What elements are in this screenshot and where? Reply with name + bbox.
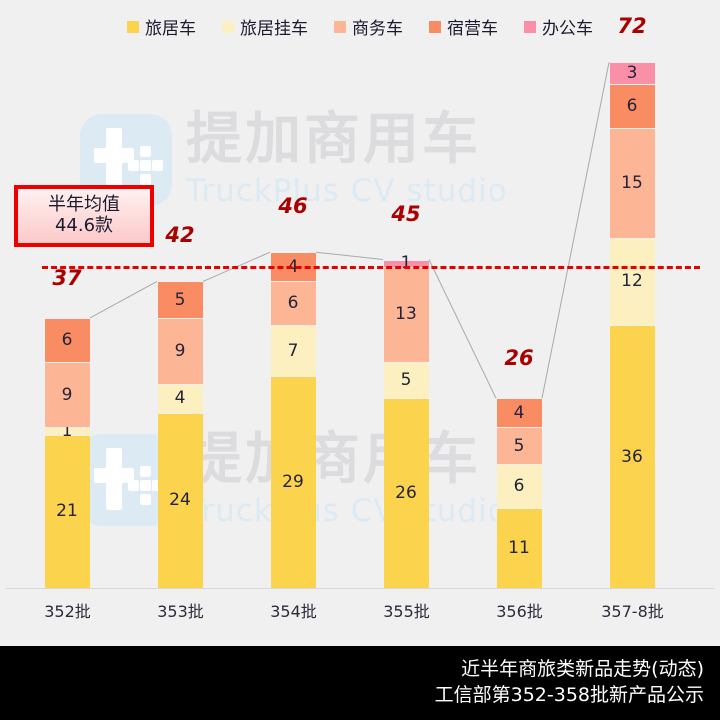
bar-segment[interactable]: 5 [383, 361, 429, 399]
bar-segment-value: 12 [621, 271, 643, 292]
legend-swatch-icon [222, 20, 234, 33]
bar-segment-value: 24 [169, 490, 191, 511]
chart-footer: 近半年商旅类新品走势(动态) 工信部第352-358批新产品公示 [0, 646, 720, 720]
chart-legend: 旅居车 旅居挂车 商务车 宿营车 办公车 [0, 14, 720, 39]
bar-segment-value: 6 [287, 293, 299, 314]
bar-segment[interactable]: 13 [383, 266, 429, 362]
bar-total-label: 45 [391, 201, 421, 226]
bar-segment-value: 21 [56, 501, 78, 522]
legend-item-label: 旅居车 [145, 19, 196, 39]
bar-segment[interactable]: 29 [270, 376, 316, 588]
legend-swatch-icon [524, 20, 536, 33]
bar-segment[interactable]: 6 [609, 84, 655, 129]
bar-segment[interactable]: 7 [270, 325, 316, 377]
bar-total-label: 26 [504, 346, 534, 371]
bar-segment-value: 4 [513, 402, 525, 423]
bar-segment-value: 9 [61, 384, 73, 405]
average-annotation-value: 44.6款 [54, 215, 114, 236]
bar-segment-value: 13 [395, 304, 417, 325]
bar-stack: 29 7 6 4 [270, 252, 316, 588]
legend-item-rv_trailer[interactable]: 旅居挂车 [222, 14, 308, 39]
bar-segment[interactable]: 11 [496, 507, 542, 588]
bar-segment[interactable]: 15 [609, 128, 655, 238]
bar-total-label: 37 [52, 265, 82, 290]
bar-segment-value: 5 [174, 289, 186, 310]
legend-item-label: 办公车 [542, 19, 593, 39]
bar-segment-value: 6 [61, 329, 73, 350]
bar-segment[interactable]: 12 [609, 237, 655, 326]
bar-segment-value: 9 [174, 340, 186, 361]
legend-item-label: 旅居挂车 [240, 19, 308, 39]
bar-segment[interactable]: 6 [44, 317, 90, 362]
bar-total-label: 72 [617, 14, 647, 39]
bar-segment-value: 26 [395, 483, 417, 504]
legend-item-office[interactable]: 办公车 [524, 14, 593, 39]
x-axis-label: 356批 [496, 602, 543, 621]
bar-segment[interactable]: 36 [609, 325, 655, 588]
bar-segment-value: 36 [621, 446, 643, 467]
average-annotation-title: 半年均值 [48, 194, 120, 216]
x-axis-label: 352批 [44, 602, 91, 621]
x-axis-label: 354批 [270, 602, 317, 621]
legend-item-label: 宿营车 [447, 19, 498, 39]
bar-segment-value: 1 [400, 253, 412, 274]
bar-segment-value: 3 [626, 63, 638, 84]
bar-segment[interactable]: 26 [383, 398, 429, 588]
bar-segment-value: 15 [621, 172, 643, 193]
bar-segment[interactable]: 9 [157, 317, 203, 384]
legend-item-rv[interactable]: 旅居车 [127, 14, 196, 39]
bar-segment[interactable]: 24 [157, 412, 203, 588]
bar-segment[interactable]: 6 [270, 281, 316, 326]
bar-stack: 36 12 15 6 3 [609, 62, 655, 588]
bar-segment[interactable]: 1 [44, 423, 90, 440]
bar-segment[interactable]: 21 [44, 434, 90, 588]
bar-stack: 21 1 9 6 [44, 317, 90, 588]
legend-item-camper[interactable]: 宿营车 [429, 14, 498, 39]
x-axis-label: 357-8批 [601, 602, 664, 621]
x-axis-line [6, 588, 714, 589]
bar-segment-value: 5 [400, 369, 412, 390]
bar-segment-value: 7 [287, 340, 299, 361]
bar-stack: 24 4 9 5 [157, 281, 203, 588]
bar-segment[interactable]: 6 [496, 463, 542, 508]
bar-segment[interactable]: 9 [44, 361, 90, 428]
average-annotation-box: 半年均值 44.6款 [14, 185, 154, 247]
bar-total-label: 46 [278, 194, 308, 219]
bar-segment-value: 4 [174, 388, 186, 409]
average-reference-line [42, 266, 700, 269]
bar-segment[interactable]: 5 [157, 281, 203, 318]
x-axis-label: 355批 [383, 602, 430, 621]
footer-title: 近半年商旅类新品走势(动态) [461, 658, 704, 681]
legend-swatch-icon [127, 20, 139, 33]
bar-segment[interactable]: 5 [496, 427, 542, 464]
bar-segment-value: 6 [513, 475, 525, 496]
bar-segment-value: 11 [508, 537, 530, 558]
x-axis-label: 353批 [157, 602, 204, 621]
bar-segment[interactable]: 3 [609, 62, 655, 85]
legend-item-label: 商务车 [352, 19, 403, 39]
bar-stack: 26 5 13 1 [383, 255, 429, 588]
legend-item-business[interactable]: 商务车 [334, 14, 403, 39]
footer-subtitle: 工信部第352-358批新产品公示 [434, 684, 704, 706]
bar-segment[interactable]: 4 [157, 383, 203, 413]
bar-segment-value: 5 [513, 435, 525, 456]
bar-segment-value: 6 [626, 96, 638, 117]
bar-segment[interactable]: 4 [496, 398, 542, 428]
legend-swatch-icon [334, 20, 346, 33]
bar-segment-value: 1 [61, 421, 73, 442]
legend-swatch-icon [429, 20, 441, 33]
bar-segment-value: 29 [282, 472, 304, 493]
bar-stack: 11 6 5 4 [496, 398, 542, 588]
